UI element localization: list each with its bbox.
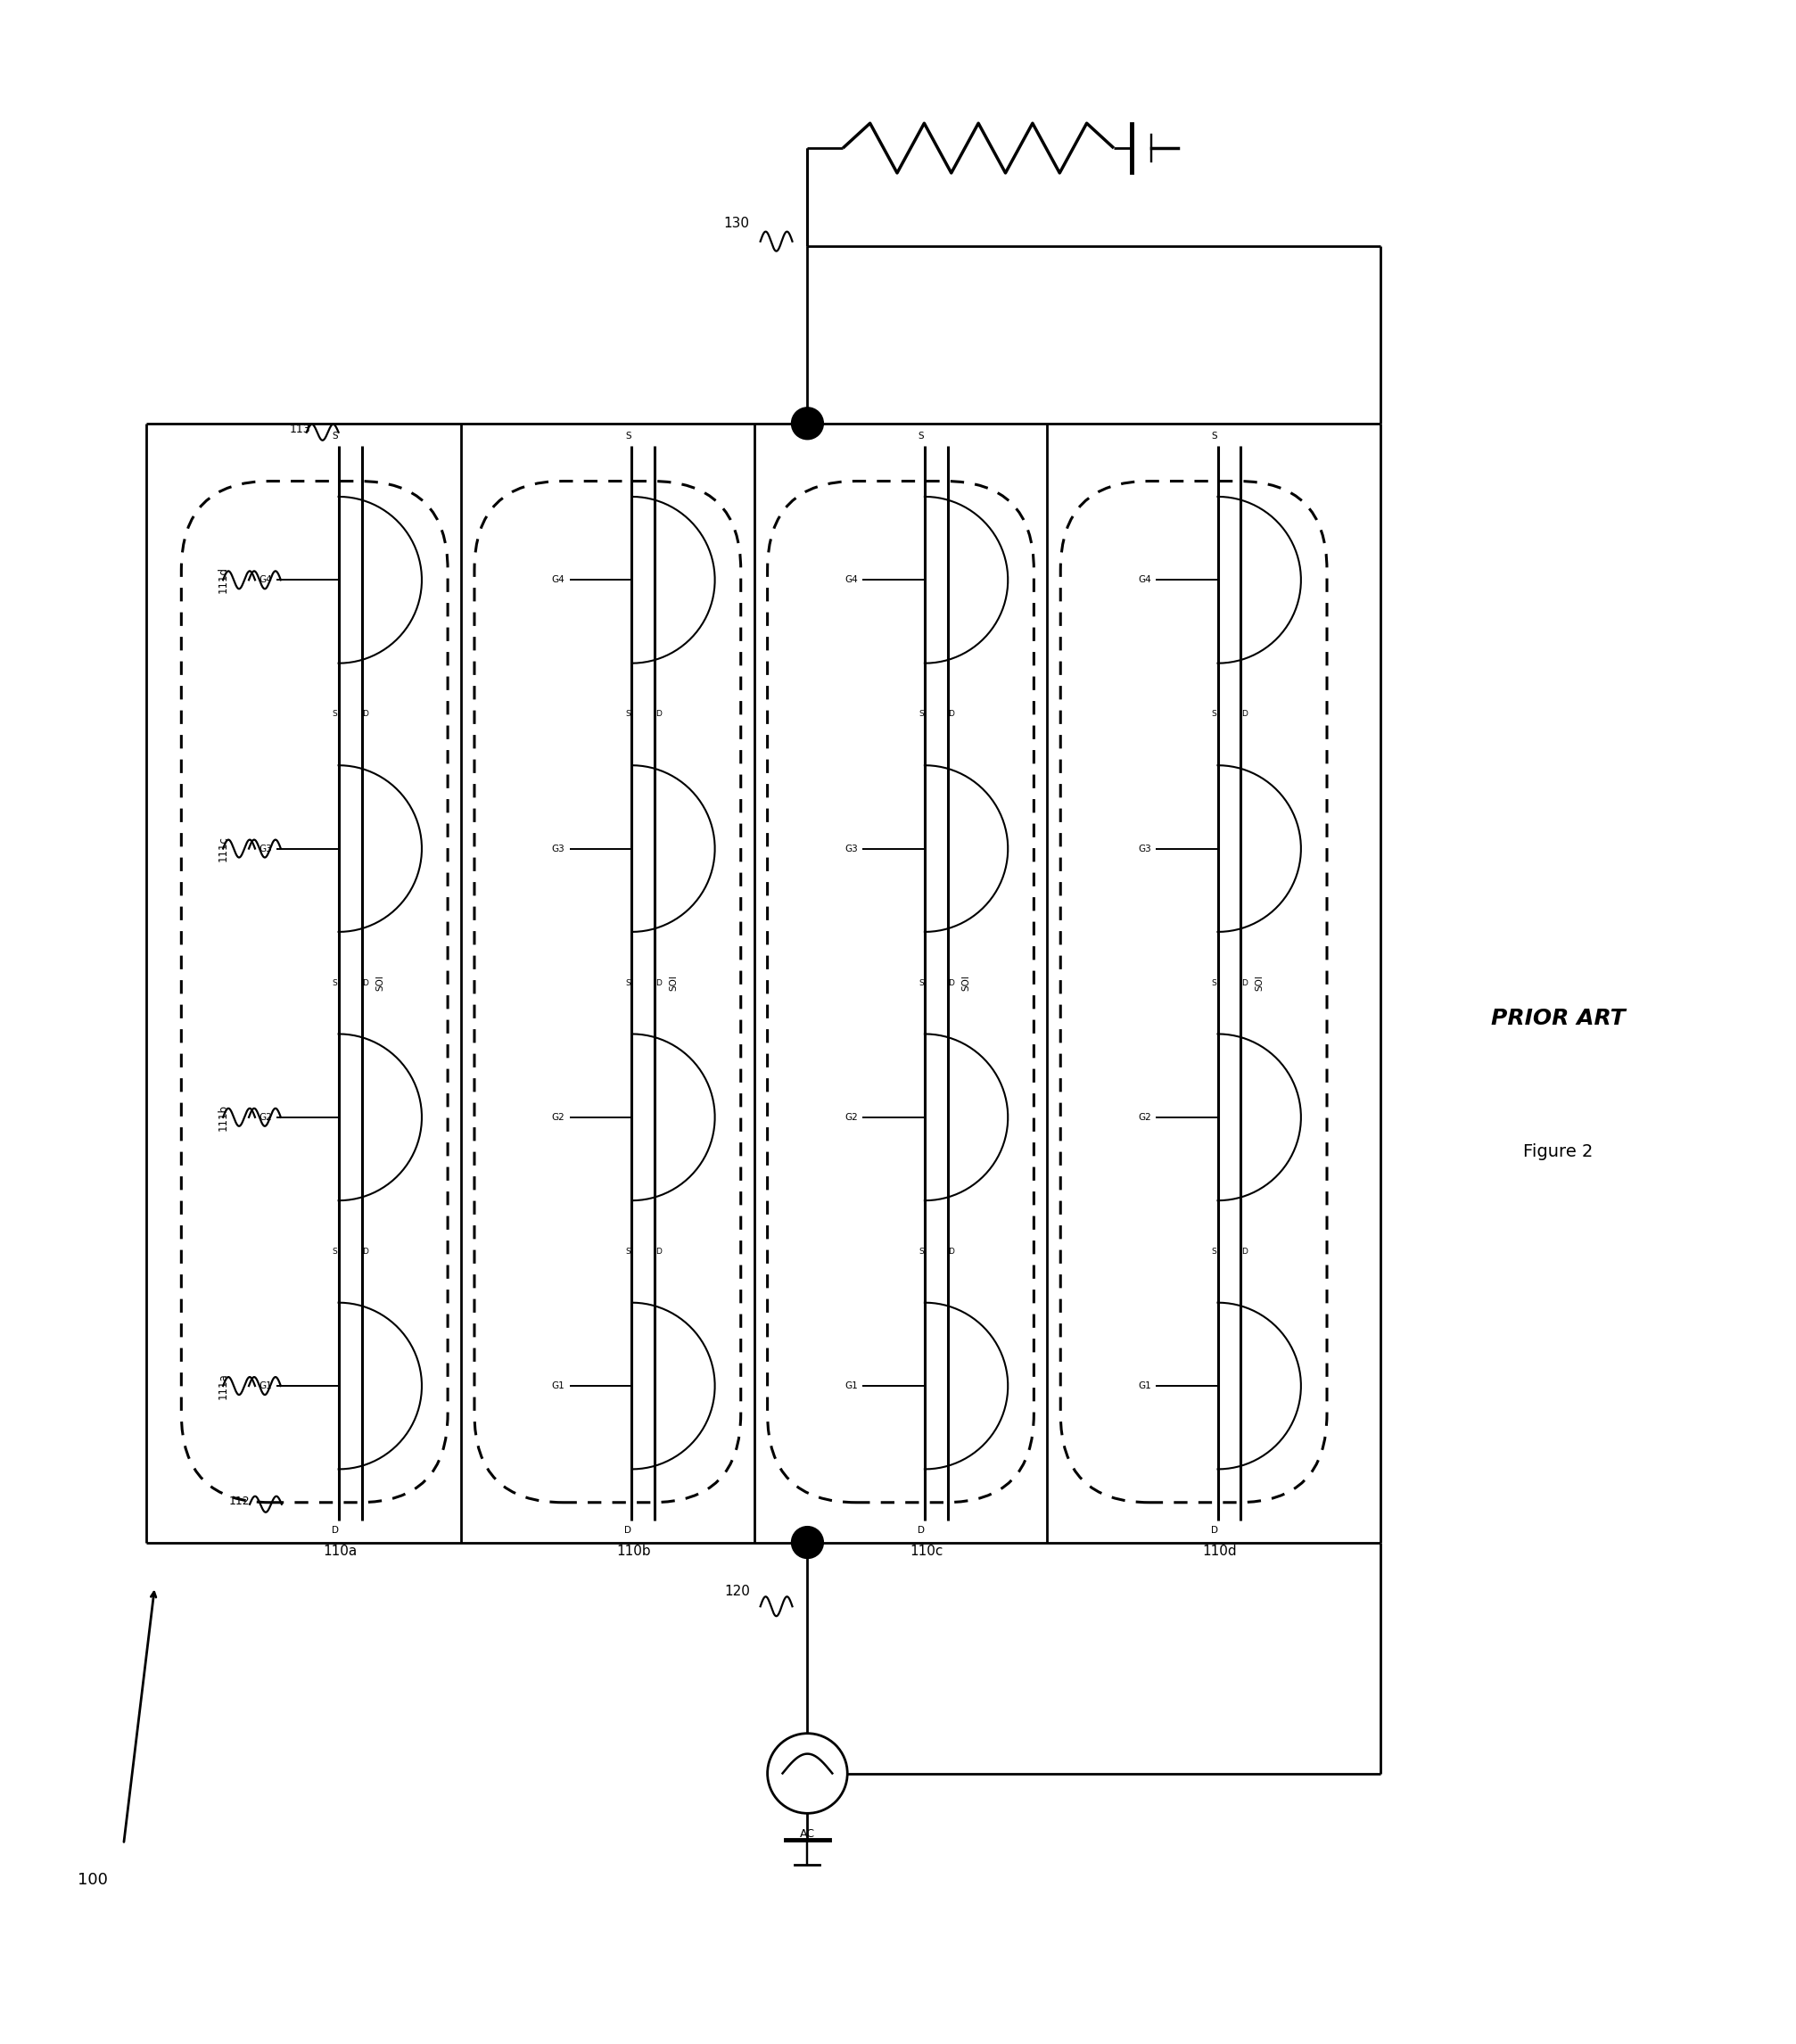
- Text: S: S: [918, 709, 923, 717]
- Text: S: S: [332, 979, 338, 987]
- Text: G1: G1: [1137, 1382, 1151, 1390]
- Text: D: D: [948, 1247, 954, 1255]
- Text: D: D: [1241, 709, 1246, 717]
- Text: G2: G2: [259, 1112, 271, 1122]
- Text: 111a: 111a: [217, 1374, 230, 1400]
- Text: 112: 112: [228, 1496, 250, 1506]
- Text: S: S: [918, 431, 923, 439]
- Text: 110c: 110c: [909, 1545, 943, 1558]
- Text: D: D: [948, 709, 954, 717]
- Text: D: D: [948, 979, 954, 987]
- Text: G1: G1: [551, 1382, 564, 1390]
- Text: SOI: SOI: [375, 975, 384, 991]
- Text: S: S: [332, 431, 338, 439]
- Text: S: S: [332, 1247, 338, 1255]
- Text: AC: AC: [799, 1829, 815, 1840]
- Text: 120: 120: [724, 1584, 749, 1598]
- Text: D: D: [1211, 1525, 1218, 1535]
- Text: G2: G2: [844, 1112, 858, 1122]
- Text: 113: 113: [289, 423, 311, 435]
- Text: 111b: 111b: [217, 1104, 230, 1130]
- Text: 110d: 110d: [1202, 1545, 1236, 1558]
- Text: G3: G3: [1137, 844, 1151, 852]
- Text: D: D: [1241, 1247, 1246, 1255]
- Text: D: D: [363, 979, 368, 987]
- Text: 100: 100: [77, 1872, 108, 1889]
- Text: G2: G2: [551, 1112, 564, 1122]
- Text: G4: G4: [551, 576, 564, 585]
- Text: S: S: [625, 431, 630, 439]
- Text: G4: G4: [844, 576, 858, 585]
- Text: 110a: 110a: [323, 1545, 357, 1558]
- Text: S: S: [625, 709, 630, 717]
- Text: G3: G3: [551, 844, 564, 852]
- Text: G4: G4: [1137, 576, 1151, 585]
- Text: G4: G4: [259, 576, 271, 585]
- Text: D: D: [363, 1247, 368, 1255]
- Text: SOI: SOI: [668, 975, 677, 991]
- Text: S: S: [625, 979, 630, 987]
- Text: 111c: 111c: [217, 836, 230, 861]
- Text: D: D: [918, 1525, 925, 1535]
- Text: G3: G3: [259, 844, 271, 852]
- Text: D: D: [656, 979, 661, 987]
- Text: D: D: [656, 709, 661, 717]
- Text: S: S: [1211, 1247, 1216, 1255]
- Text: SOI: SOI: [961, 975, 970, 991]
- Text: S: S: [1211, 431, 1216, 439]
- Text: D: D: [625, 1525, 630, 1535]
- Text: G2: G2: [1137, 1112, 1151, 1122]
- Text: 130: 130: [724, 217, 749, 231]
- Text: S: S: [918, 1247, 923, 1255]
- Circle shape: [790, 1527, 823, 1558]
- Text: D: D: [330, 1525, 338, 1535]
- Text: S: S: [918, 979, 923, 987]
- Text: SOI: SOI: [1254, 975, 1263, 991]
- Circle shape: [790, 407, 823, 439]
- Text: 111d: 111d: [217, 566, 230, 593]
- Text: Figure 2: Figure 2: [1523, 1143, 1591, 1161]
- Text: G1: G1: [844, 1382, 858, 1390]
- Text: D: D: [363, 709, 368, 717]
- Text: G3: G3: [844, 844, 858, 852]
- Text: D: D: [656, 1247, 661, 1255]
- Text: S: S: [332, 709, 338, 717]
- Text: S: S: [1211, 709, 1216, 717]
- Text: PRIOR ART: PRIOR ART: [1491, 1008, 1624, 1028]
- Text: 110b: 110b: [616, 1545, 650, 1558]
- Text: G1: G1: [259, 1382, 271, 1390]
- Text: S: S: [625, 1247, 630, 1255]
- Text: D: D: [1241, 979, 1246, 987]
- Text: S: S: [1211, 979, 1216, 987]
